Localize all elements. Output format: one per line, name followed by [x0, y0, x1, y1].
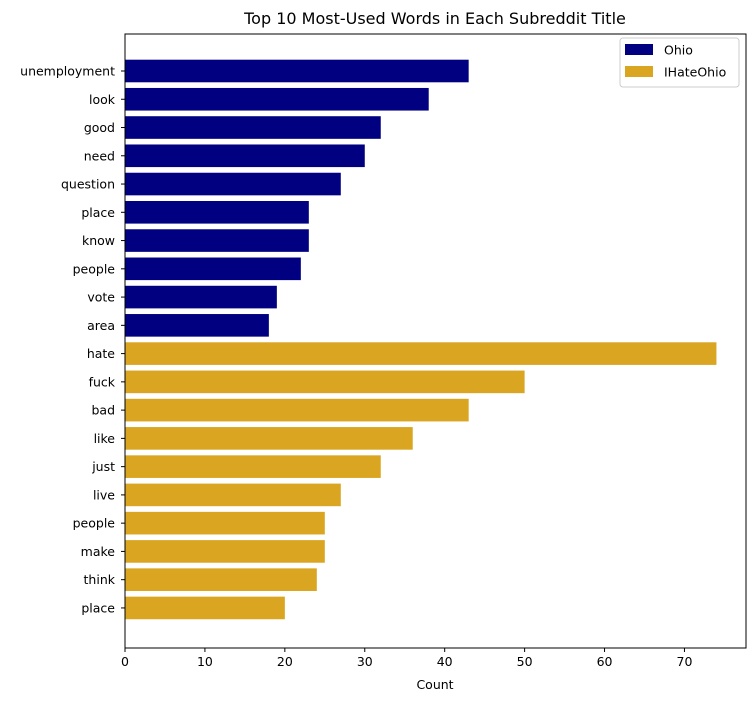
y-tick-label: good: [84, 120, 115, 135]
x-tick-label: 40: [437, 654, 453, 669]
bar-ihateohio-hate: [125, 342, 717, 365]
legend-label-ohio: Ohio: [664, 43, 693, 58]
bar-ohio-know: [125, 229, 309, 252]
y-tick-label: question: [61, 177, 115, 192]
bar-ihateohio-think: [125, 568, 317, 591]
bar-ohio-good: [125, 116, 381, 139]
legend: Ohio IHateOhio: [619, 37, 740, 88]
bar-ohio-need: [125, 144, 365, 168]
y-tick-label: fuck: [89, 374, 116, 389]
y-tick-label: know: [82, 233, 115, 248]
bar-ohio-place: [125, 201, 309, 224]
bar-ohio-unemployment: [125, 59, 469, 83]
bar-ihateohio-just: [125, 455, 381, 478]
y-tick-label: look: [89, 92, 116, 107]
bar-ihateohio-people: [125, 511, 325, 535]
bar-ohio-look: [125, 87, 429, 111]
y-tick-label: just: [91, 459, 115, 474]
bar-ohio-vote: [125, 285, 277, 309]
y-tick-label: people: [73, 516, 116, 531]
bar-ohio-area: [125, 314, 269, 337]
x-tick-label: 20: [277, 654, 293, 669]
y-tick-label: live: [93, 487, 115, 502]
y-tick-label: make: [81, 544, 116, 559]
bar-ihateohio-bad: [125, 398, 469, 422]
bar-ihateohio-place: [125, 596, 285, 620]
y-tick-label: bad: [91, 403, 115, 418]
bar-ihateohio-fuck: [125, 370, 525, 394]
y-tick-label: people: [73, 261, 116, 276]
y-tick-label: think: [84, 572, 116, 587]
y-tick-label: unemployment: [20, 64, 115, 79]
plot-area-frame: [124, 33, 747, 649]
x-tick-label: 0: [121, 654, 129, 669]
legend-label-ihateohio: IHateOhio: [664, 65, 726, 80]
y-tick-label: hate: [87, 346, 115, 361]
x-axis-label: Count: [416, 677, 453, 692]
y-tick-label: area: [87, 318, 115, 333]
y-tick-label: place: [81, 600, 115, 615]
x-tick-label: 70: [677, 654, 693, 669]
bar-ihateohio-like: [125, 427, 413, 450]
y-tick-label: like: [94, 431, 116, 446]
y-tick-label: place: [81, 205, 115, 220]
y-axis-ticks: unemployment look good need question place kno…: [20, 64, 125, 615]
legend-swatch-ohio: [625, 44, 653, 55]
bar-ohio-people: [125, 257, 301, 281]
x-tick-label: 30: [357, 654, 373, 669]
x-axis-ticks: 0 10 20 30 40 50 60 70: [121, 648, 692, 669]
x-tick-label: 10: [197, 654, 213, 669]
x-tick-label: 50: [517, 654, 533, 669]
x-tick-label: 60: [597, 654, 613, 669]
chart-title: Top 10 Most-Used Words in Each Subreddit…: [243, 9, 626, 28]
bar-ohio-question: [125, 172, 341, 196]
legend-swatch-ihateohio: [625, 66, 653, 77]
bars-group: [125, 59, 717, 620]
bar-ihateohio-live: [125, 483, 341, 507]
bar-ihateohio-make: [125, 540, 325, 563]
y-tick-label: vote: [87, 290, 115, 305]
y-tick-label: need: [84, 148, 115, 163]
